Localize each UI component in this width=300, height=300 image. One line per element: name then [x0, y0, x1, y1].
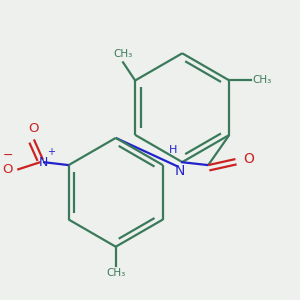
Text: −: − [2, 149, 13, 162]
Text: O: O [28, 122, 39, 135]
Text: O: O [243, 152, 254, 166]
Text: N: N [38, 156, 48, 169]
Text: CH₃: CH₃ [106, 268, 125, 278]
Text: N: N [174, 164, 185, 178]
Text: CH₃: CH₃ [252, 76, 271, 85]
Text: +: + [47, 147, 56, 157]
Text: H: H [169, 145, 178, 154]
Text: CH₃: CH₃ [113, 49, 133, 59]
Text: O: O [2, 163, 13, 176]
